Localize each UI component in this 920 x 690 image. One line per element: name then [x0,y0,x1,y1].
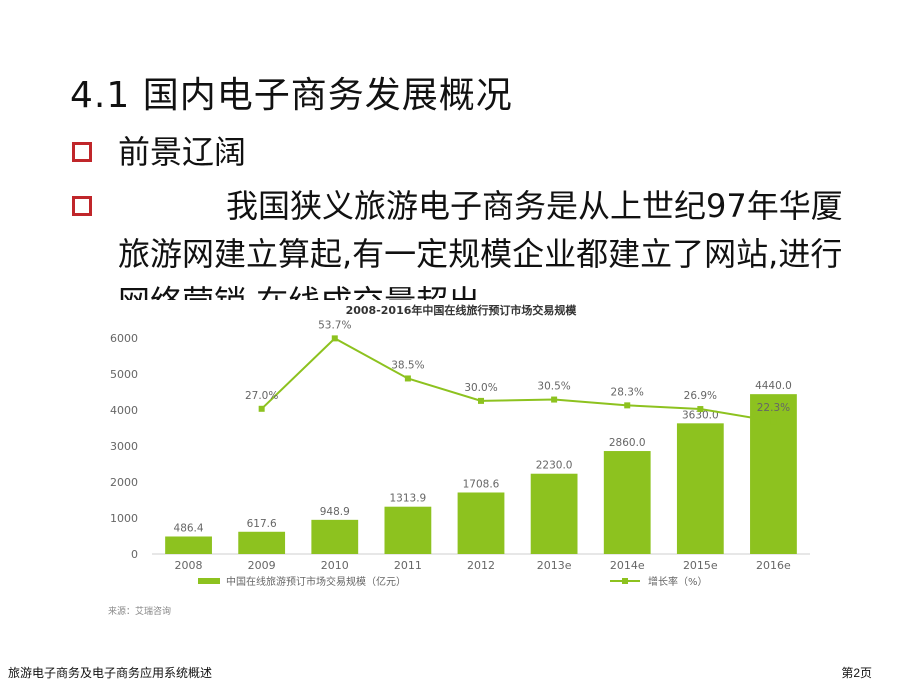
x-tick-label: 2014e [610,559,645,572]
growth-rate-point [697,406,704,413]
bar-value-label: 486.4 [174,522,204,534]
footer-course-title: 旅游电子商务及电子商务应用系统概述 [8,666,213,680]
bar-value-label: 1708.6 [463,478,500,490]
market-size-chart: 2008-2016年中国在线旅行预订市场交易规模 0 1000 2000 3000 400… [108,303,810,617]
x-tick-label: 2010 [321,559,349,572]
x-tick-label: 2012 [467,559,495,572]
x-tick-label: 2013e [537,559,572,572]
bar [311,519,359,554]
growth-rate-label: 22.3% [757,402,790,414]
bar-value-label: 4440.0 [755,380,792,392]
growth-rate-point [770,418,777,425]
chart-title: 2008-2016年中国在线旅行预订市场交易规模 [346,303,578,317]
bullet-square-icon [72,196,92,216]
chart-image: 2008-2016年中国在线旅行预订市场交易规模 0 1000 2000 3000 400… [100,300,822,622]
legend-line-label: 增长率（%） [648,575,708,588]
x-tick-label: 2016e [756,559,791,572]
legend-bar-label: 中国在线旅游预订市场交易规模（亿元） [226,575,406,588]
bar-value-label: 2230.0 [536,460,573,472]
growth-rate-point [478,397,484,404]
growth-rate-point [331,335,338,342]
bullet-square-icon [72,142,92,162]
bar [530,473,578,554]
legend-bar-swatch [198,578,220,584]
x-tick-label: 2015e [683,559,718,572]
bar-value-label: 3630.0 [682,409,719,421]
growth-rate-label: 28.3% [611,386,644,398]
bar-value-label: 617.6 [247,518,277,530]
growth-rate-point [258,405,265,412]
footer-page-number: 第2页 [841,666,872,680]
legend-line-marker [622,578,628,584]
growth-rate-point [551,396,558,403]
growth-rate-label: 26.9% [684,390,717,402]
y-tick-label: 2000 [110,476,138,489]
growth-rate-line [260,337,774,423]
x-tick-label: 2009 [248,559,276,572]
y-tick-label: 5000 [110,368,138,381]
bullet-text-2: 我国狭义旅游电子商务是从上世纪97年华厦旅游网建立算起,有一定规模企业都建立了网… [118,182,848,308]
bar [676,423,724,554]
growth-rate-label: 30.0% [464,382,497,394]
bar [384,506,432,554]
bar [603,451,651,554]
y-tick-label: 6000 [110,332,138,345]
y-tick-label: 3000 [110,440,138,453]
growth-rate-label: 53.7% [318,319,351,331]
bar-value-label: 2860.0 [609,437,646,449]
y-tick-label: 1000 [110,512,138,525]
x-tick-label: 2011 [394,559,422,572]
growth-rate-label: 38.5% [391,359,424,371]
bar [165,536,212,554]
growth-rate-point [404,375,411,382]
growth-rate-label: 30.5% [537,381,570,393]
bar [238,531,286,554]
bar [457,492,505,554]
y-tick-label: 4000 [110,404,138,417]
x-tick-label: 2008 [175,559,203,572]
chart-source: 来源：艾瑞咨询 [108,605,171,617]
slide-title: 4.1 国内电子商务发展概况 [70,75,513,116]
bullet-text-1: 前景辽阔 [118,133,247,171]
bullet-text-2-content: 我国狭义旅游电子商务是从上世纪97年华厦旅游网建立算起,有一定规模企业都建立了网… [118,187,843,308]
bar-value-label: 948.9 [320,506,350,518]
growth-rate-point [624,402,631,409]
growth-rate-label: 27.0% [245,390,278,402]
y-tick-label: 0 [131,548,138,561]
bar-value-label: 1313.9 [390,493,427,505]
